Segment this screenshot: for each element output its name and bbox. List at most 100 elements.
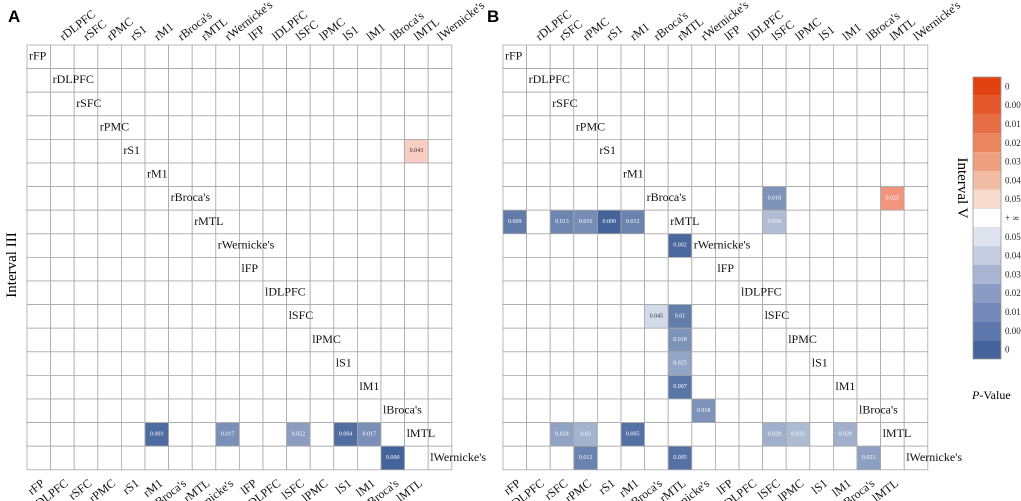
matrix-cell	[191, 351, 217, 376]
matrix-cell	[427, 44, 453, 70]
matrix-cell	[286, 115, 311, 140]
matrix-cell	[262, 304, 288, 329]
matrix-cell	[785, 44, 811, 70]
matrix-cell	[526, 233, 551, 258]
top-tick-lm1: lM1	[840, 20, 864, 43]
matrix-cell	[785, 280, 811, 306]
matrix-cell	[50, 233, 75, 258]
matrix-cell	[833, 398, 858, 424]
matrix-cell	[526, 398, 551, 424]
matrix-cell	[121, 162, 146, 188]
matrix-cell	[121, 256, 146, 282]
diagonal-label-rsfc: rSFC	[76, 96, 101, 110]
matrix-cell	[549, 351, 575, 376]
matrix-cell	[427, 351, 453, 376]
matrix-cell	[50, 162, 75, 188]
matrix-cell	[238, 138, 264, 164]
matrix-cell	[121, 186, 146, 211]
matrix-cell	[380, 280, 406, 306]
matrix-cell	[356, 445, 382, 471]
matrix-cell	[667, 44, 693, 70]
matrix-cell	[356, 186, 382, 211]
matrix-cell	[667, 256, 693, 282]
matrix-cell	[380, 138, 406, 164]
matrix-cell	[168, 68, 193, 93]
legend-swatch	[973, 321, 1001, 341]
matrix-cell	[144, 209, 170, 235]
matrix-cell	[526, 91, 551, 117]
matrix-cell	[549, 304, 575, 329]
matrix-cell	[356, 256, 382, 282]
matrix-cell	[333, 44, 358, 70]
matrix-cell	[880, 304, 905, 329]
matrix-cell	[715, 280, 740, 306]
matrix-cell	[262, 422, 288, 447]
matrix-cell	[191, 280, 217, 306]
matrix-cell	[50, 209, 75, 235]
matrix-cell	[144, 351, 170, 376]
cell-value: 0.033	[791, 431, 805, 437]
matrix-cell	[526, 209, 551, 235]
matrix-cell	[573, 233, 598, 258]
matrix-cell	[191, 374, 217, 400]
matrix-cell	[620, 304, 646, 329]
matrix-cell	[880, 68, 905, 93]
matrix-cell	[903, 304, 929, 329]
matrix-cell	[620, 186, 646, 211]
matrix-cell	[427, 162, 453, 188]
legend-tick: 0.02	[1005, 288, 1021, 298]
matrix-cell	[785, 351, 811, 376]
matrix-cell	[427, 186, 453, 211]
matrix-cell	[73, 138, 99, 164]
matrix-cell	[73, 209, 99, 235]
matrix-cell	[762, 445, 787, 471]
matrix-cell	[404, 327, 429, 353]
matrix-cell	[880, 162, 905, 188]
matrix-cell	[549, 44, 575, 70]
matrix-cell	[809, 162, 834, 188]
matrix-cell	[502, 162, 528, 188]
matrix-cell	[903, 374, 929, 400]
matrix-cell	[404, 44, 429, 70]
matrix-cell	[809, 91, 834, 117]
matrix-cell	[833, 233, 858, 258]
matrix-cell	[833, 280, 858, 306]
cell-value: 0.018	[673, 337, 687, 343]
matrix-cell	[809, 138, 834, 164]
matrix-cell	[715, 115, 740, 140]
matrix-cell	[286, 138, 311, 164]
matrix-cell	[26, 351, 52, 376]
matrix-cell	[215, 327, 240, 353]
diagonal-label-lfp: lFP	[241, 261, 258, 275]
matrix-cell	[26, 422, 52, 447]
matrix-cell	[620, 91, 646, 117]
top-tick-lm1: lM1	[364, 20, 388, 43]
matrix-cell	[427, 445, 453, 471]
matrix-cell	[73, 256, 99, 282]
matrix-cell	[168, 280, 193, 306]
matrix-cell	[620, 445, 646, 471]
matrix-cell	[26, 445, 52, 471]
legend-swatch	[973, 302, 1001, 322]
matrix-cell	[191, 398, 217, 424]
matrix-cell	[333, 209, 358, 235]
matrix-cell	[168, 256, 193, 282]
matrix-cell	[191, 327, 217, 353]
matrix-cell	[26, 68, 52, 93]
matrix-cell	[238, 162, 264, 188]
matrix-cell	[73, 304, 99, 329]
legend-tick: 0	[1005, 345, 1010, 355]
matrix-cell	[26, 327, 52, 353]
matrix-cell	[97, 327, 122, 353]
matrix-cell	[97, 351, 122, 376]
matrix-cell	[380, 44, 406, 70]
cell-value: 0.029	[768, 431, 782, 437]
matrix-cell	[526, 186, 551, 211]
matrix-cell	[26, 138, 52, 164]
matrix-cell	[309, 209, 335, 235]
legend-tick: 0.05	[1005, 232, 1021, 242]
matrix-cell	[526, 445, 551, 471]
matrix-cell	[620, 280, 646, 306]
cell-value: 0.03	[580, 431, 591, 437]
matrix-cell	[644, 374, 669, 400]
